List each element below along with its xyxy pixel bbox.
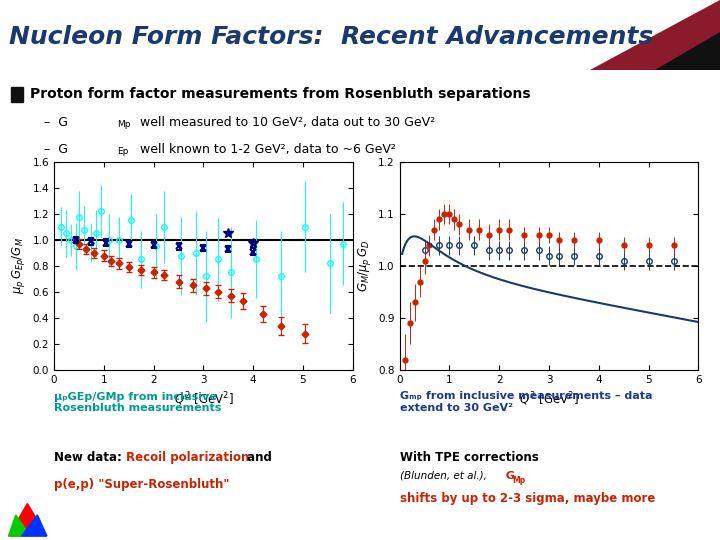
Text: Nucleon Form Factors:  Recent Advancements: Nucleon Form Factors: Recent Advancement…: [9, 24, 653, 49]
Polygon shape: [9, 515, 30, 536]
Text: (Blunden, et al.),: (Blunden, et al.),: [400, 471, 487, 481]
Text: 13: 13: [683, 515, 702, 529]
Text: well known to 1-2 GeV², data to ~6 GeV²: well known to 1-2 GeV², data to ~6 GeV²: [136, 143, 396, 156]
Text: With TPE corrections: With TPE corrections: [400, 451, 542, 464]
Polygon shape: [590, 0, 720, 70]
Y-axis label: $\mu_p\,G_{Ep}/G_M$: $\mu_p\,G_{Ep}/G_M$: [10, 238, 27, 294]
Text: G: G: [502, 471, 515, 481]
Text: p(e,p) "Super-Rosenbluth": p(e,p) "Super-Rosenbluth": [54, 478, 230, 491]
Polygon shape: [22, 515, 47, 536]
Polygon shape: [9, 503, 47, 536]
Text: shifts by up to 2-3 sigma, maybe more: shifts by up to 2-3 sigma, maybe more: [400, 492, 655, 505]
Text: New data:: New data:: [54, 451, 126, 464]
Text: Proton form factor measurements from Rosenbluth separations: Proton form factor measurements from Ros…: [30, 87, 531, 101]
Text: Gₘₚ from inclusive measurements – data
extend to 30 GeV²: Gₘₚ from inclusive measurements – data e…: [400, 392, 652, 413]
Text: and: and: [243, 451, 272, 464]
Y-axis label: $G_M/\mu_p\,G_D$: $G_M/\mu_p\,G_D$: [356, 240, 372, 292]
Text: –  G: – G: [45, 116, 68, 129]
Text: Mp: Mp: [117, 120, 131, 129]
Text: Ep: Ep: [117, 147, 129, 156]
Text: μₚGEp/GMp from inclusive
Rosenbluth measurements: μₚGEp/GMp from inclusive Rosenbluth meas…: [54, 392, 221, 413]
Text: Mp: Mp: [513, 476, 526, 485]
Polygon shape: [655, 31, 720, 70]
Text: –  G: – G: [45, 143, 68, 156]
X-axis label: $Q^2\ \left[\mathrm{GeV}^2\right]$: $Q^2\ \left[\mathrm{GeV}^2\right]$: [519, 390, 579, 408]
Bar: [12, 87, 23, 102]
X-axis label: $Q^2\ \left[\mathrm{GeV}^2\right]$: $Q^2\ \left[\mathrm{GeV}^2\right]$: [174, 390, 233, 408]
Text: well measured to 10 GeV², data out to 30 GeV²: well measured to 10 GeV², data out to 30…: [136, 116, 436, 129]
Text: Recoil polarization: Recoil polarization: [126, 451, 249, 464]
